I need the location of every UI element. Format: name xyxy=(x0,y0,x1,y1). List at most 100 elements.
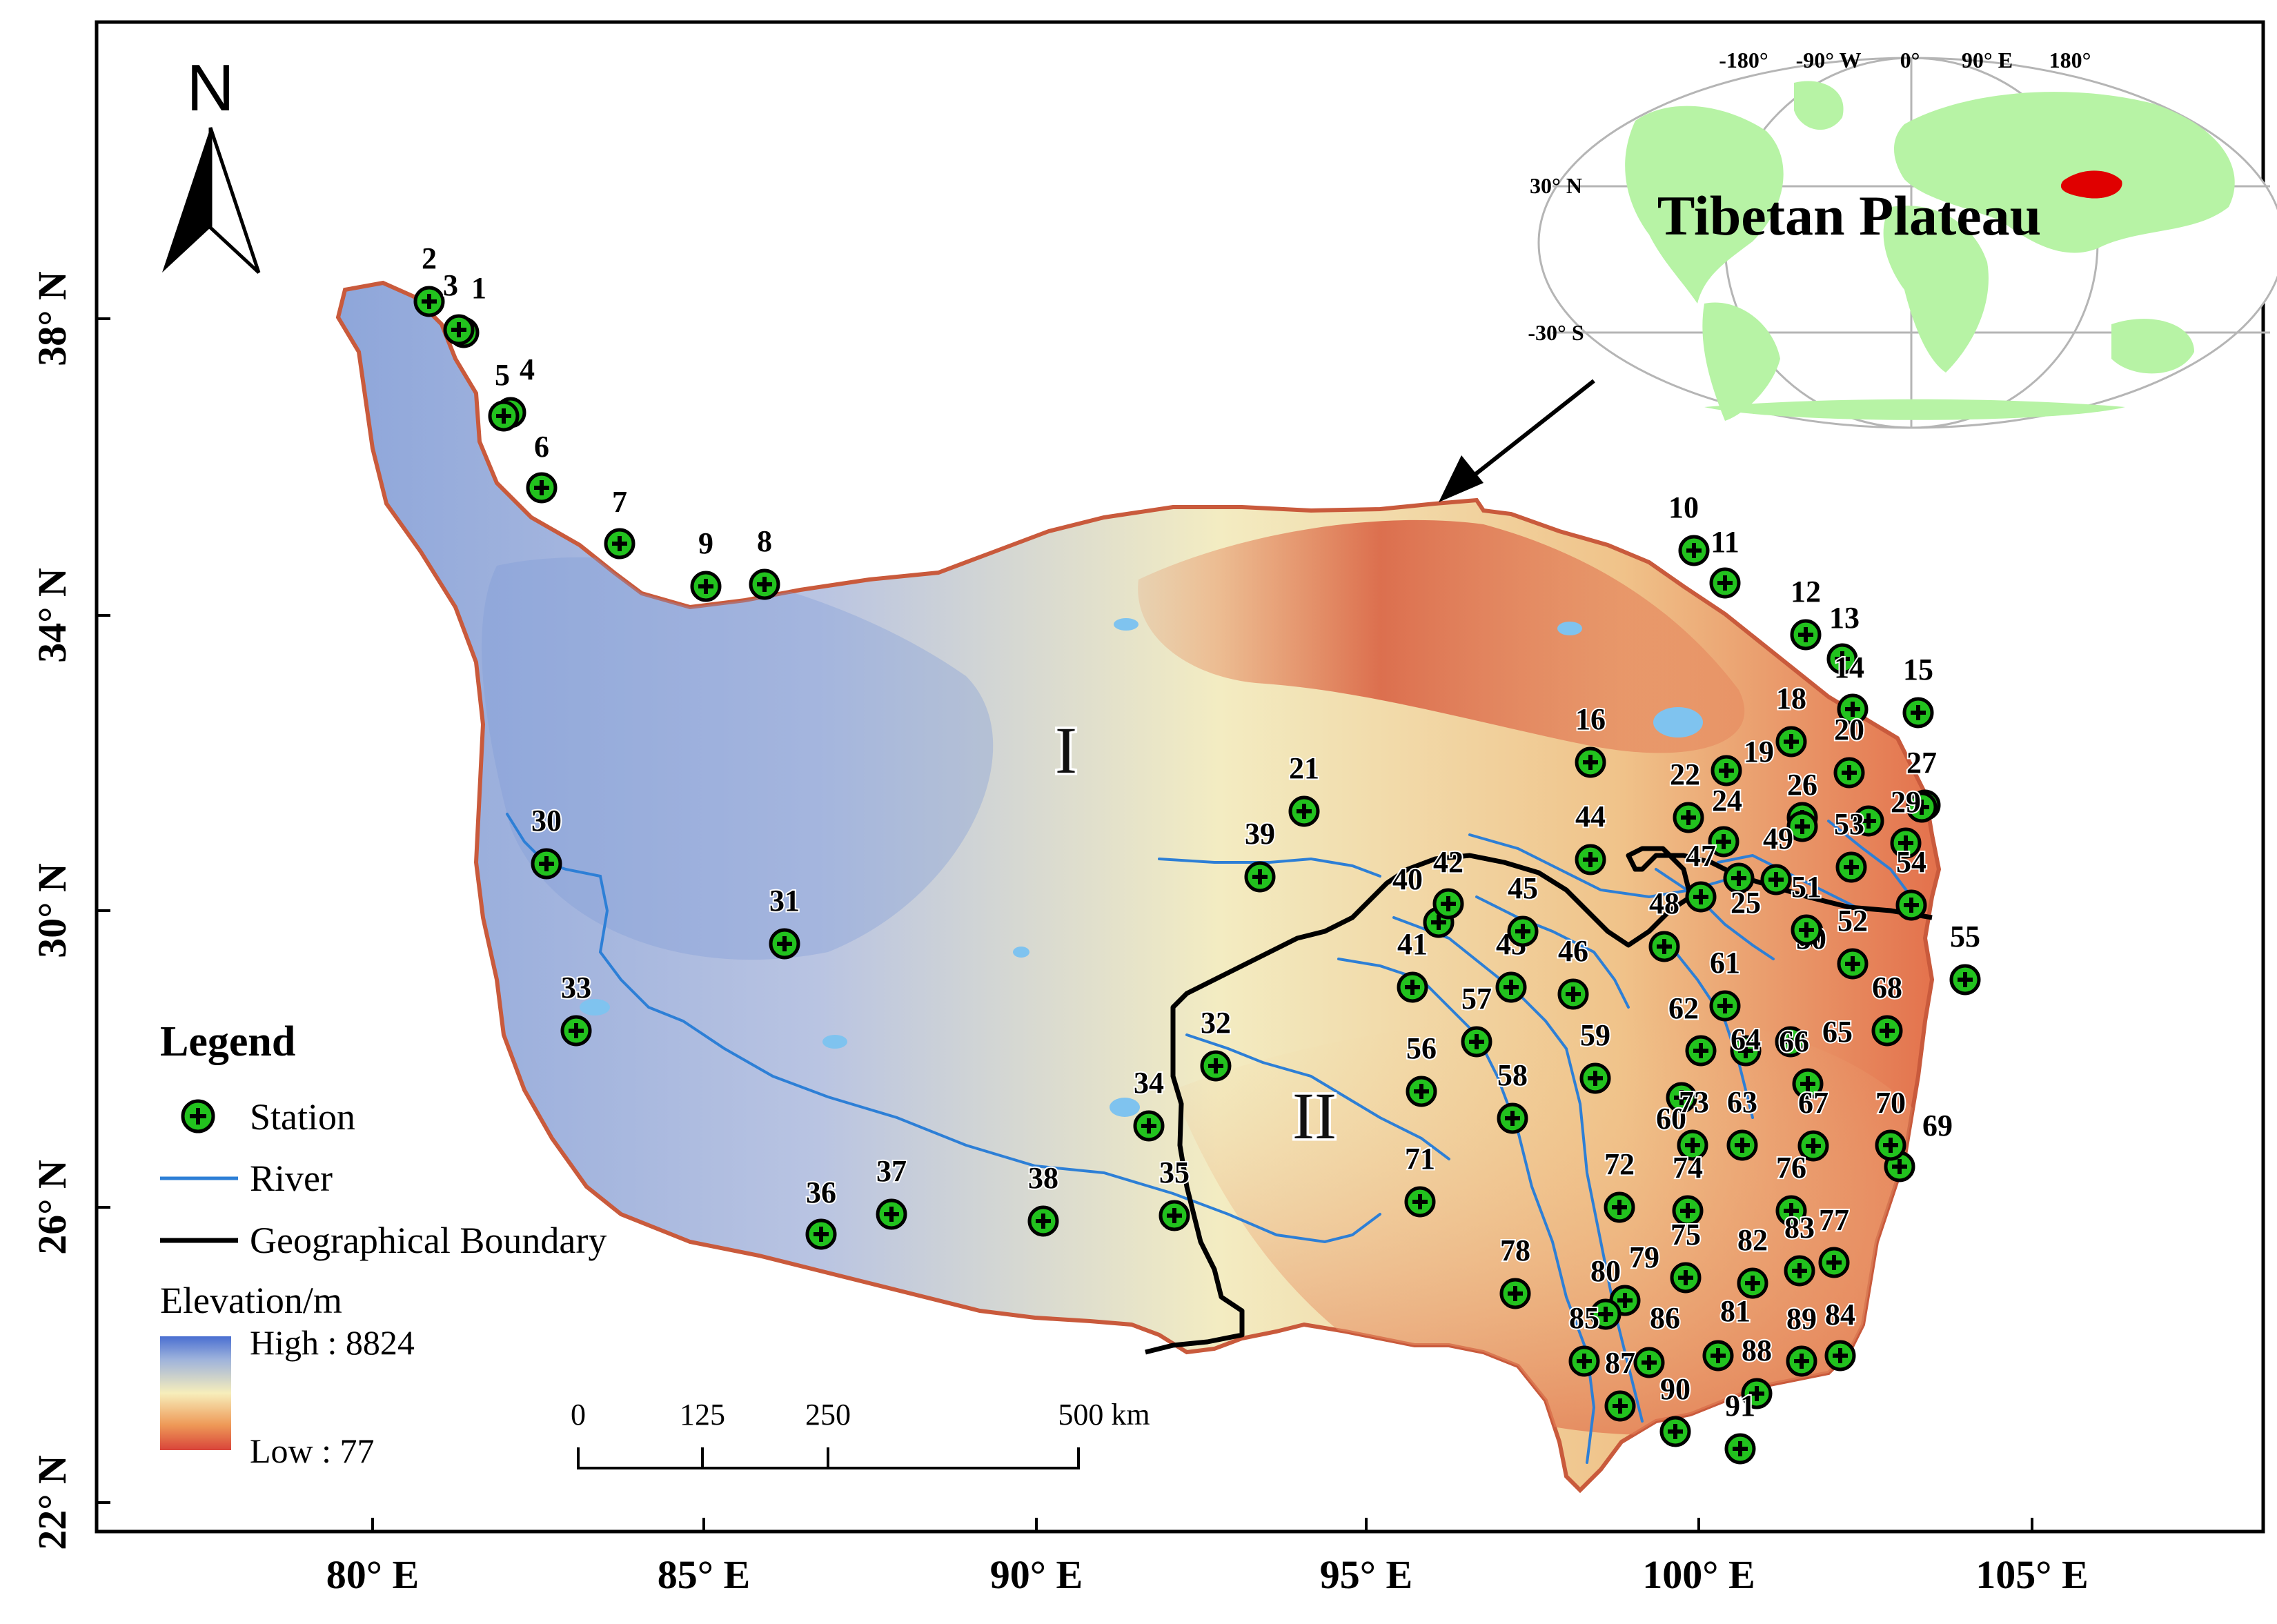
plus-icon xyxy=(1904,898,1919,913)
station-marker: 83 xyxy=(1783,1209,1816,1287)
plus-icon xyxy=(1883,1138,1898,1153)
plateau-relief xyxy=(335,280,1942,1494)
plus-icon xyxy=(496,408,511,424)
inset-lon-m180: -180° xyxy=(1719,48,1768,72)
plus-icon xyxy=(612,536,627,551)
lat-label-38n: 38° N xyxy=(30,271,75,366)
station-label: 29 xyxy=(1891,785,1921,819)
plus-icon xyxy=(1036,1214,1051,1229)
station-marker: 25 xyxy=(1723,862,1762,921)
lat-label-34n: 34° N xyxy=(30,568,75,663)
lake xyxy=(580,999,610,1016)
legend-elevation-low: Low : 77 xyxy=(250,1432,375,1470)
plus-icon xyxy=(1738,1043,1753,1058)
station-marker: 85 xyxy=(1568,1300,1601,1377)
station-marker: 66 xyxy=(1777,1023,1824,1100)
station-label: 89 xyxy=(1786,1302,1817,1336)
scale-bar: 0 125 250 500 km xyxy=(571,1398,1150,1469)
plus-icon xyxy=(1880,1023,1895,1038)
station-label: 19 xyxy=(1744,735,1774,769)
station-label: 60 xyxy=(1656,1102,1686,1136)
lat-label-22n: 22° N xyxy=(30,1455,75,1550)
world-inset: Tibetan Plateau -180° -90° W 0° 90° E 18… xyxy=(1528,48,2277,429)
station-label: 52 xyxy=(1837,904,1868,938)
scale-tick-500: 500 km xyxy=(1058,1398,1150,1432)
lake xyxy=(822,1035,847,1049)
lon-label-80e: 80° E xyxy=(326,1552,419,1597)
plus-icon xyxy=(1833,1348,1848,1363)
station-marker: 73 xyxy=(1677,1084,1711,1161)
plus-icon xyxy=(1806,1138,1821,1153)
station-label: 22 xyxy=(1670,757,1700,791)
station-marker: 62 xyxy=(1667,990,1717,1067)
plus-icon xyxy=(1252,869,1268,884)
station-label: 61 xyxy=(1710,946,1740,980)
station-marker: 38 xyxy=(1027,1160,1060,1237)
inset-tibetan-plateau xyxy=(2060,170,2122,199)
station-label: 35 xyxy=(1159,1156,1190,1189)
station-label: 1 xyxy=(471,271,486,305)
station-label: 70 xyxy=(1875,1086,1906,1120)
station-marker: 80 xyxy=(1589,1253,1622,1330)
station-label: 53 xyxy=(1834,807,1864,841)
station-label: 10 xyxy=(1668,491,1699,524)
station-marker: 11 xyxy=(1709,524,1741,599)
lat-label-30n: 30° N xyxy=(30,863,75,958)
scale-bar-line xyxy=(577,1447,1080,1469)
station-label: 30 xyxy=(531,804,562,838)
plus-icon xyxy=(1798,627,1813,642)
station-label: 21 xyxy=(1289,751,1319,785)
plus-icon xyxy=(1731,871,1746,886)
station-marker: 78 xyxy=(1499,1232,1532,1309)
plus-icon xyxy=(1826,1255,1842,1270)
station-label: 49 xyxy=(1763,822,1793,855)
plus-icon xyxy=(569,1023,584,1038)
lake xyxy=(1110,1098,1140,1117)
station-label: 32 xyxy=(1201,1006,1231,1040)
station-label: 37 xyxy=(876,1154,907,1188)
station-label: 63 xyxy=(1727,1085,1757,1119)
station-marker: 59 xyxy=(1579,1017,1612,1094)
station-label: 16 xyxy=(1575,702,1606,736)
station-marker: 44 xyxy=(1574,798,1607,875)
station-label: 90 xyxy=(1660,1372,1690,1406)
plus-icon xyxy=(1717,998,1733,1013)
station-marker: 58 xyxy=(1496,1057,1529,1134)
plus-icon xyxy=(422,294,437,309)
station-label: 80 xyxy=(1590,1254,1621,1288)
plus-icon xyxy=(1799,922,1814,938)
station-marker: 52 xyxy=(1836,902,1869,980)
river-line xyxy=(1717,853,1864,912)
station-marker: 42 xyxy=(1432,844,1465,920)
plus-icon xyxy=(1719,763,1734,778)
plus-icon xyxy=(451,322,466,337)
station-label: 64 xyxy=(1731,1022,1761,1056)
station-marker: 65 xyxy=(1775,1013,1854,1058)
plus-icon xyxy=(1441,896,1456,911)
north-label: N xyxy=(186,51,234,125)
plus-icon xyxy=(1583,852,1598,867)
station-marker: 6 xyxy=(526,428,558,504)
station-label: 12 xyxy=(1791,575,1821,608)
plus-icon xyxy=(1792,1263,1807,1278)
station-label: 51 xyxy=(1791,870,1822,904)
station-label: 25 xyxy=(1731,886,1761,920)
plus-icon xyxy=(1583,755,1598,770)
station-marker xyxy=(1906,791,1938,823)
station-marker: 86 xyxy=(1633,1300,1682,1378)
station-marker: 49 xyxy=(1760,820,1795,895)
station-label: 67 xyxy=(1798,1086,1828,1120)
north-arrow-icon: N xyxy=(162,51,261,274)
station-label: 88 xyxy=(1742,1334,1772,1367)
station-label: 47 xyxy=(1686,839,1716,873)
station-label: 7 xyxy=(612,485,627,519)
legend-elevation-ramp xyxy=(160,1336,231,1450)
station-marker: 84 xyxy=(1824,1296,1857,1372)
plus-icon xyxy=(1577,1354,1592,1369)
station-label: 27 xyxy=(1906,746,1937,780)
pointer-arrow xyxy=(1439,379,1595,502)
plus-icon xyxy=(1141,1118,1156,1133)
station-label: 48 xyxy=(1649,887,1679,920)
plus-icon xyxy=(1749,1386,1764,1401)
lon-label-105e: 105° E xyxy=(1975,1552,2088,1597)
